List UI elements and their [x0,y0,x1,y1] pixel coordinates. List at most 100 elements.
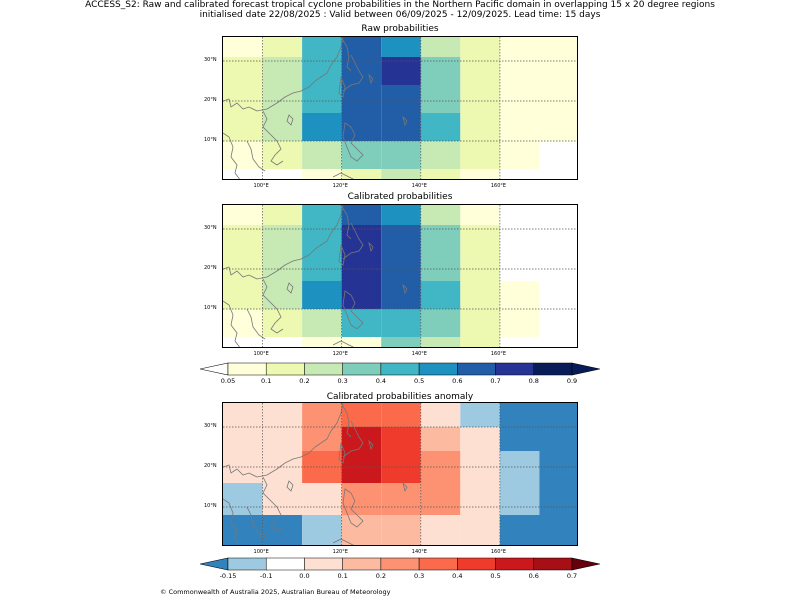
region-cell [302,309,342,337]
panel-title-anomaly: Calibrated probabilities anomaly [326,392,474,402]
longitude-tick-label: 160°E [490,183,507,189]
latitude-tick-label: 20°N [204,463,217,469]
region-cell [460,113,500,141]
coastline [340,37,352,72]
colorbar-tick-label: 0.1 [261,377,272,385]
region-cell [420,309,461,337]
region-cell [539,309,577,337]
region-cell [381,37,421,57]
coastline [368,73,374,85]
region-cell [302,427,342,451]
region-cell [262,205,303,225]
colorbar-tick-label: 0.9 [566,377,578,385]
region-cell [262,37,303,57]
coastline [223,37,344,112]
coastline [368,439,374,451]
colorbar-tick-label: 0.7 [566,572,578,580]
region-cell [381,281,421,309]
region-cell [223,281,263,309]
probability-colorbar [200,362,600,376]
region-cell [499,281,540,309]
region-cell [341,37,382,57]
region-cell [223,337,263,347]
region-cell [302,113,342,141]
longitude-tick-label: 160°E [490,549,507,555]
region-cell [223,113,263,141]
region-cell [460,515,500,545]
colorbar-segment [457,362,496,376]
coastline [332,340,354,347]
region-cell [381,113,421,141]
region-cell [381,57,421,85]
coastline [342,222,364,260]
region-cell [381,403,421,427]
coastline [262,278,284,334]
region-cell [341,483,382,515]
region-cell [420,113,461,141]
region-cell [460,427,500,451]
latitude-tick-label: 20°N [204,265,217,271]
map-canvas [223,37,577,179]
colorbar-tick-label: 0.2 [375,572,387,580]
region-cell [381,169,421,179]
figure-title-line1: ACCESS_S2: Raw and calibrated forecast t… [85,0,715,10]
colorbar-segment [304,557,343,571]
coastline [340,403,352,438]
region-cell [499,169,577,179]
region-cell [499,205,577,225]
region-cell [460,225,500,253]
region-cell [381,85,421,113]
region-cell [223,403,263,427]
coastline [342,290,364,330]
region-cell [223,205,263,225]
region-cell [381,141,421,169]
region-cell [341,141,382,169]
coastline [338,76,346,98]
region-cell [499,85,577,113]
latitude-tick-label: 10°N [204,305,217,311]
region-cell [381,337,421,347]
region-cell [420,427,461,451]
longitude-tick-label: 160°E [490,351,507,357]
coastline [286,114,294,126]
colorbar-tick-label: 0.2 [299,377,310,385]
latitude-tick-label: 20°N [204,97,217,103]
region-cell [223,483,263,515]
region-cell [223,141,263,169]
colorbar-segment [342,557,382,571]
region-cell [420,281,461,309]
region-cell [341,337,382,347]
region-cell [381,253,421,281]
coastline [342,420,364,458]
region-cell [341,309,382,337]
region-cell [381,515,421,545]
region-cell [460,483,500,515]
region-cell [302,253,342,281]
coastline [262,476,284,532]
region-cell [420,169,461,179]
raw-probabilities-map [222,36,578,180]
longitude-tick-label: 140°E [411,351,427,357]
colorbar-segment [418,557,458,571]
colorbar-tick-label: 0.8 [528,377,539,385]
region-cell [460,37,500,57]
region-cell [420,205,461,225]
region-cell [302,281,342,309]
region-cell [302,141,342,169]
region-cell [460,141,500,169]
region-cell [223,225,263,253]
region-cell [341,205,382,225]
region-cell [341,169,382,179]
region-cell [262,169,303,179]
region-cell [420,337,461,347]
coastline [338,244,346,266]
region-cell [302,483,342,515]
colorbar-tick-label: 0.6 [452,377,463,385]
region-cell [460,205,500,225]
colorbar-over-arrow [571,362,600,376]
longitude-tick-label: 120°E [332,351,348,357]
region-cell [460,85,500,113]
region-cell [341,253,382,281]
colorbar-tick-label: 0.4 [375,377,387,385]
region-cell [420,57,461,85]
